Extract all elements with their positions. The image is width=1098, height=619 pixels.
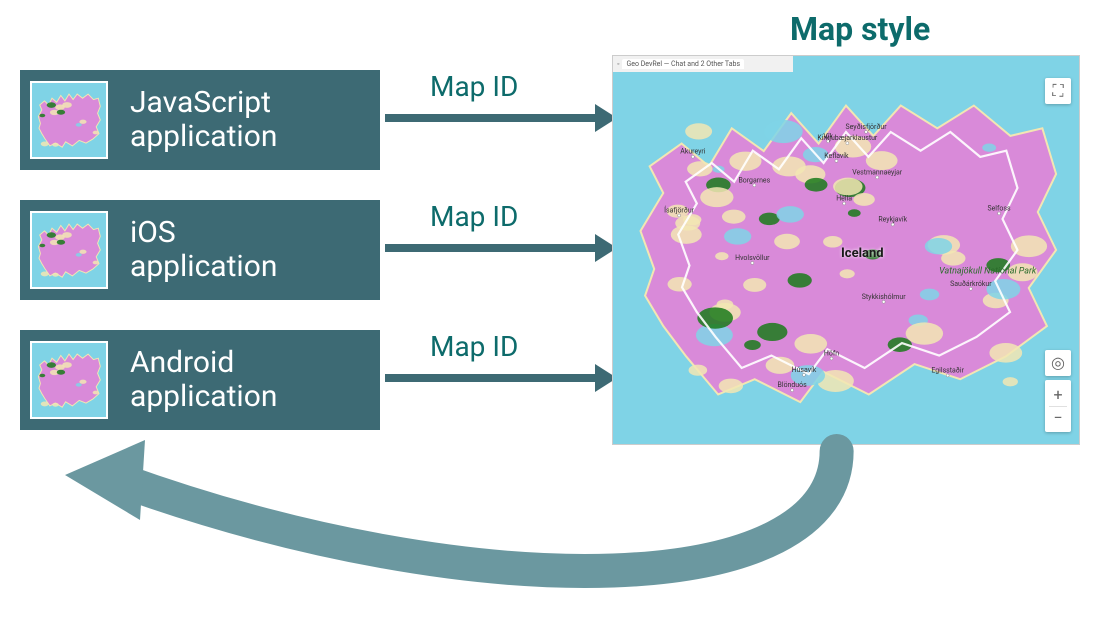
zoom-out-icon: − (1045, 407, 1071, 429)
arrow-line-3 (385, 374, 595, 382)
arrow-label-1: Map ID (430, 70, 518, 103)
map-thumbnail (30, 341, 108, 419)
app-box-javascript: JavaScriptapplication (20, 70, 380, 170)
map-thumbnail (30, 81, 108, 159)
svg-text:Höfn: Höfn (824, 350, 839, 358)
arrow-label-2: Map ID (430, 200, 518, 233)
svg-text:Hella: Hella (836, 194, 852, 202)
app-label: Androidapplication (130, 346, 277, 415)
app-label: iOSapplication (130, 216, 277, 285)
country-label: Iceland (841, 246, 884, 261)
svg-text:Keflavík: Keflavík (824, 152, 849, 160)
svg-text:Ísafjörður: Ísafjörður (664, 205, 695, 214)
svg-text:Reykjavík: Reykjavík (878, 216, 907, 224)
map-thumbnail (30, 211, 108, 289)
fullscreen-icon: ⛶ (1045, 80, 1071, 102)
arrow-label-3: Map ID (430, 330, 518, 363)
app-box-ios: iOSapplication (20, 200, 380, 300)
arrow-line-2 (385, 244, 595, 252)
zoom-in-icon: + (1045, 384, 1071, 406)
svg-text:Selfoss: Selfoss (987, 204, 1010, 212)
browser-tab-bar: ◦Geo DevRel — Chat and 2 Other Tabs (613, 56, 793, 72)
arrow-line-1 (385, 114, 595, 122)
svg-text:Stykkishólmur: Stykkishólmur (862, 293, 906, 301)
locate-button[interactable]: ◎ (1045, 350, 1071, 376)
app-box-android: Androidapplication (20, 330, 380, 430)
svg-text:Seyðisfjörður: Seyðisfjörður (846, 123, 888, 131)
svg-text:Egilsstaðir: Egilsstaðir (931, 366, 964, 374)
browser-tab-text: Geo DevRel — Chat and 2 Other Tabs (622, 59, 744, 69)
map-style-preview: Reykjavík Akureyri Húsavík Egilsstaðir Höfn V… (612, 55, 1080, 445)
svg-text:Vestmannaeyjar: Vestmannaeyjar (852, 168, 903, 176)
svg-text:Vatnajökull National Park: Vatnajökull National Park (939, 266, 1037, 276)
locate-icon: ◎ (1045, 352, 1071, 374)
svg-text:Húsavík: Húsavík (792, 366, 817, 374)
svg-text:Kirkjubæjarklaustur: Kirkjubæjarklaustur (817, 134, 878, 142)
app-label: JavaScriptapplication (130, 86, 277, 155)
map-style-title: Map style (790, 10, 930, 48)
svg-text:Borgarnes: Borgarnes (738, 176, 770, 184)
svg-text:Blönduós: Blönduós (778, 381, 808, 389)
fullscreen-button[interactable]: ⛶ (1045, 78, 1071, 104)
zoom-control[interactable]: + − (1045, 380, 1071, 432)
svg-text:Sauðárkrókur: Sauðárkrókur (950, 280, 992, 288)
svg-text:Hvolsvöllur: Hvolsvöllur (735, 254, 770, 262)
svg-text:Akureyri: Akureyri (680, 148, 705, 156)
